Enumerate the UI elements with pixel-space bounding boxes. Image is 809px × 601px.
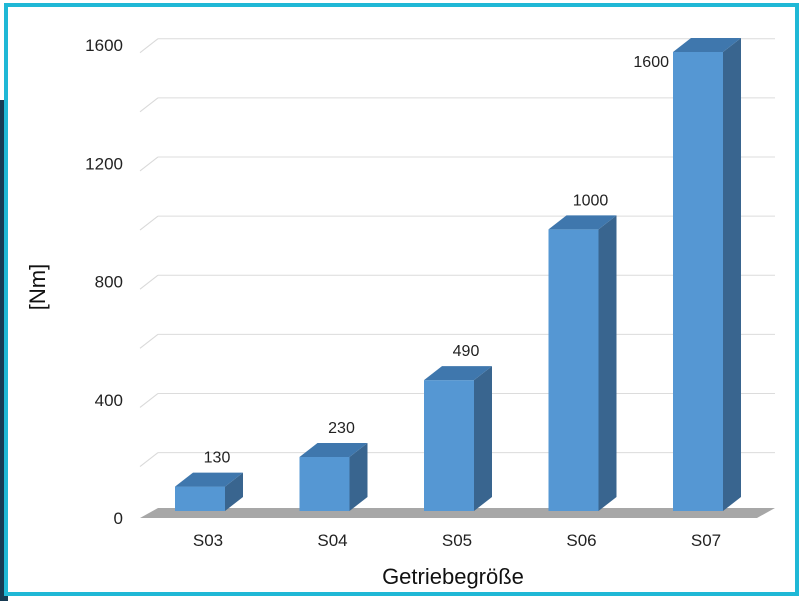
x-tick-label: S03: [193, 531, 223, 550]
data-label: 1000: [573, 192, 609, 209]
bar-top: [548, 215, 617, 230]
bar-side: [723, 38, 741, 511]
y-tick-label: 0: [114, 509, 123, 528]
chart-border: [4, 3, 799, 596]
x-tick-label: S07: [691, 531, 721, 550]
y-tick-labels: 0 400 800 1200 1600: [85, 36, 123, 528]
gridline-diagonal: [139, 97, 159, 113]
y-tick-label: 1200: [85, 154, 123, 173]
gridline-diagonal: [139, 274, 159, 290]
data-label: 130: [204, 450, 231, 467]
bar-side: [598, 215, 617, 511]
x-axis-title: Getriebegröße: [382, 564, 524, 589]
floor-plane: [140, 508, 775, 518]
bar-top: [175, 472, 243, 487]
gridline-diagonal: [139, 215, 159, 231]
chart-floor: [140, 508, 775, 518]
bar-top: [299, 443, 368, 458]
gridline-diagonal: [139, 393, 159, 408]
x-tick-label: S04: [317, 531, 347, 550]
data-label: 230: [328, 420, 355, 437]
bar-side: [474, 366, 492, 511]
gridline-diagonal: [139, 452, 159, 467]
y-tick-label: 400: [95, 391, 123, 410]
bars: 130 230 490 1000 1600: [175, 38, 741, 511]
gridlines: [139, 38, 775, 467]
bar-side: [349, 443, 368, 511]
bar: [548, 229, 599, 511]
data-label: 1600: [633, 54, 669, 71]
bar-side: [225, 472, 243, 511]
y-tick-label: 800: [95, 273, 123, 292]
x-tick-labels: S03 S04 S05 S06 S07: [193, 531, 721, 550]
x-tick-label: S06: [566, 531, 596, 550]
x-tick-label: S05: [442, 531, 472, 550]
gridline-diagonal: [139, 38, 159, 54]
bar: [175, 486, 225, 511]
bar: [424, 380, 474, 511]
gridline-diagonal: [139, 333, 159, 349]
bar: [673, 52, 723, 511]
gridline-diagonal: [139, 156, 159, 172]
data-label: 490: [453, 343, 480, 360]
y-axis-title: [Nm]: [25, 264, 50, 310]
bar: [299, 457, 350, 511]
y-tick-label: 1600: [85, 36, 123, 55]
bar-top: [673, 38, 741, 52]
bar-top: [424, 366, 492, 381]
